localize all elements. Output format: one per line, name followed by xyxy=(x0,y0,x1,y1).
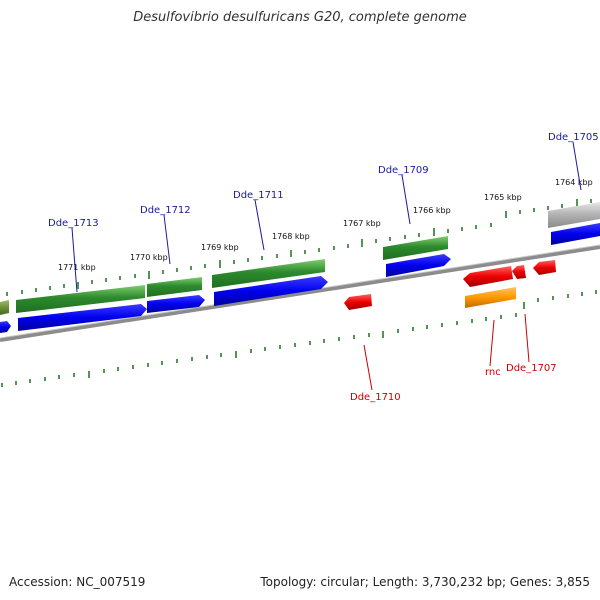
gene-cds-dde1711[interactable] xyxy=(212,259,325,288)
kbp-label-1768: 1768 kbp xyxy=(272,232,310,241)
protein-track xyxy=(0,223,600,333)
genome-title: Desulfovibrio desulfuricans G20, complet… xyxy=(133,10,467,25)
genome-backbone xyxy=(0,245,600,342)
gene-label-rnc[interactable]: rnc xyxy=(485,367,501,378)
gene-protein-dde1709[interactable] xyxy=(386,254,451,277)
gene-cds-dde1712[interactable] xyxy=(147,277,202,297)
leader-lines-bottom xyxy=(363,313,530,391)
gene-protein-left-edge[interactable] xyxy=(0,321,11,333)
kbp-label-1769: 1769 kbp xyxy=(201,243,239,252)
kbp-label-1771: 1771 kbp xyxy=(58,263,96,272)
cds-track xyxy=(0,202,600,315)
gene-label-dde1713[interactable]: Dde_1713 xyxy=(48,218,99,229)
gene-label-dde1710[interactable]: Dde_1710 xyxy=(350,392,401,403)
gene-cds-rnc[interactable] xyxy=(465,287,516,308)
gene-label-dde1709[interactable]: Dde_1709 xyxy=(378,165,429,176)
gene-label-dde1707[interactable]: Dde_1707 xyxy=(506,363,557,374)
genome-summary: Topology: circular; Length: 3,730,232 bp… xyxy=(260,575,590,589)
gene-rna-dde1707[interactable] xyxy=(533,260,556,275)
gene-label-dde1705[interactable]: Dde_1705 xyxy=(548,132,599,143)
kbp-label-1764: 1764 kbp xyxy=(555,178,593,187)
gene-rna-dde1710[interactable] xyxy=(344,294,372,310)
gene-rna-rnc[interactable] xyxy=(463,266,513,287)
gene-protein-dde1705[interactable] xyxy=(551,223,600,245)
gene-edge-left-cds[interactable] xyxy=(0,300,9,315)
kbp-label-1765: 1765 kbp xyxy=(484,193,522,202)
gene-cds-dde1709[interactable] xyxy=(383,236,448,260)
gene-label-dde1712[interactable]: Dde_1712 xyxy=(140,205,191,216)
kbp-label-1766: 1766 kbp xyxy=(413,206,451,215)
gene-protein-dde1711[interactable] xyxy=(214,276,328,306)
reverse-strand-genes xyxy=(344,260,556,310)
kbp-label-1767: 1767 kbp xyxy=(343,219,381,228)
kbp-label-1770: 1770 kbp xyxy=(130,253,168,262)
gene-cds-dde1713[interactable] xyxy=(16,285,145,313)
gene-protein-dde1712[interactable] xyxy=(147,295,205,313)
leader-lines-top xyxy=(71,141,582,293)
gene-protein-dde1713[interactable] xyxy=(18,304,147,331)
lower-tick-track xyxy=(1,290,597,387)
accession-label: Accession: NC_007519 xyxy=(9,575,146,589)
upper-tick-track xyxy=(6,199,592,296)
gene-label-dde1711[interactable]: Dde_1711 xyxy=(233,190,284,201)
gene-cds-dde1705[interactable] xyxy=(548,202,600,228)
gene-rna-dde1708[interactable] xyxy=(512,265,526,279)
